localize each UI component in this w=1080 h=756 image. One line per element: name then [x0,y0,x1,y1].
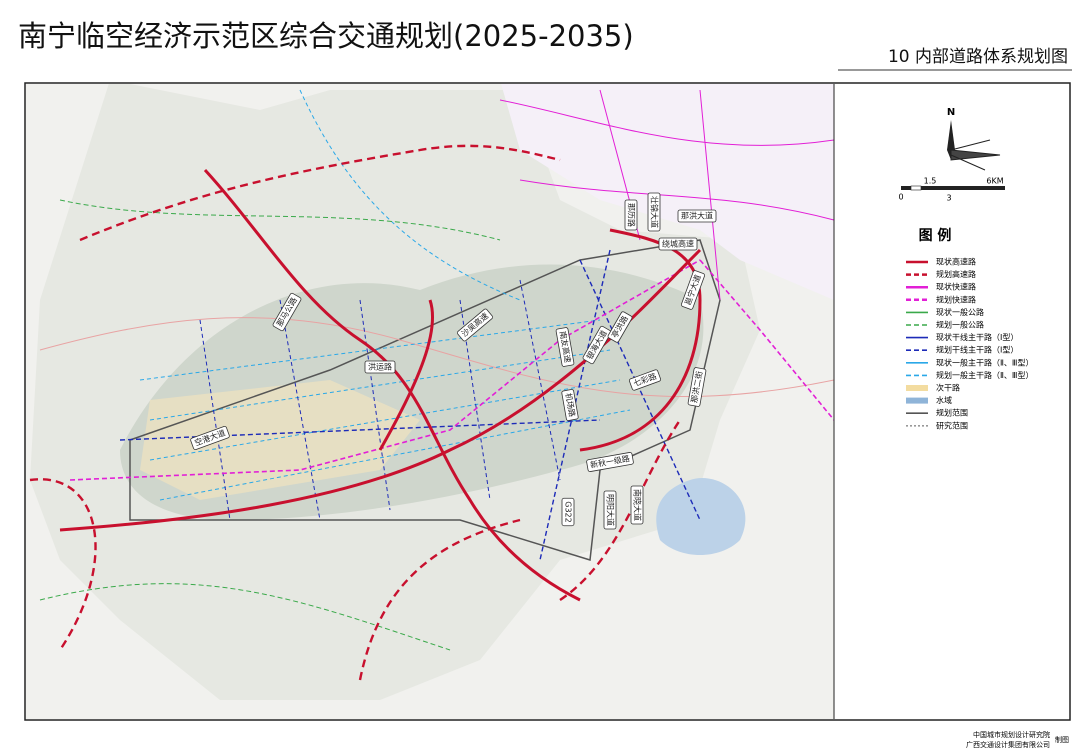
road-label-box [272,292,302,332]
road-label-text: G322 [564,501,573,522]
road-label-box [603,490,617,530]
title: 南宁临空经济示范区综合交通规划(2025-2035) [18,19,634,53]
road-label-box [658,237,698,251]
road-label-box [607,311,633,343]
road-label-box [561,389,579,421]
road-label-box [687,367,707,407]
compass: N [947,107,1001,171]
road-label-box [629,369,661,391]
road-label-box [624,199,638,231]
road-label: 那历路 [624,199,638,231]
road-label: 南晓大道 [630,485,644,525]
road-label: 洪运路 [364,360,396,374]
footer-org: 广西交通设计集团有限公司 [966,740,1050,749]
road-label-box [681,270,705,310]
footer-note: 制图 [1055,735,1069,744]
road-label-text: 明阳大道 [606,494,616,526]
road-label: 明阳大道 [603,490,617,530]
north-label: N [947,107,955,118]
road-label-box [555,327,575,367]
road-label-text: 壮锦大道 [650,196,660,228]
road-label: G322 [561,497,575,527]
legend-title: 图 例 [919,227,952,244]
road-label: 壮锦大道 [647,192,661,232]
legend-label: 规划干线主干路（Ⅰ型） [936,345,1018,355]
subtitle: 10 内部道路体系规划图 [888,47,1068,67]
road-label: 机场路 [561,389,579,421]
legend-label: 现状高速路 [936,257,976,267]
legend-swatch [906,397,928,404]
scale-label: 6KM [986,177,1003,186]
legend-label: 研究范围 [936,420,968,430]
road-label-box [630,485,644,525]
scale-label: 1.5 [924,177,937,186]
legend-label: 规划范围 [936,408,968,418]
legend: 现状高速路规划高速路现状快速路规划快速路现状一般公路规划一般公路现状干线主干路（… [906,257,1033,430]
legend-label: 次干路 [936,383,960,393]
road-label-text: 那历路 [627,203,637,227]
legend-label: 现状干线主干路（Ⅰ型） [936,332,1018,342]
legend-label: 规划一般主干路（Ⅱ、Ⅲ型） [936,370,1033,380]
legend-label: 现状一般公路 [936,307,984,317]
legend-label: 规划高速路 [936,269,976,279]
legend-label: 规划一般公路 [936,320,984,330]
scale-label: 3 [946,194,951,203]
road-label: 那洪二街 [687,367,707,407]
road-label-box [677,209,717,223]
road-label-box [561,497,575,527]
road-label-text: 机场路 [563,392,577,417]
road-label-box [457,308,493,342]
legend-label: 现状快速路 [936,282,976,292]
road-label: 绕城高速 [658,237,698,251]
scale-bar: 0 1.5 3 6KM [898,177,1005,203]
legend-label: 现状一般主干路（Ⅱ、Ⅲ型） [936,357,1033,367]
footer-org: 中国城市规划设计研究院 [973,730,1050,739]
legend-swatch [906,385,928,391]
road-label-text: 绕城高速 [662,239,694,249]
road-label-box [586,452,634,472]
road-label-text: 洪运路 [368,362,392,372]
legend-label: 水域 [936,395,952,405]
road-label-box [364,360,396,374]
road-label-text: 那洪大道 [681,211,713,221]
road-label-box [647,192,661,232]
scale-label: 0 [898,193,903,202]
road-label-box [582,325,612,365]
legend-label: 规划快速路 [936,294,976,304]
road-label: 南友高速 [555,327,575,367]
road-label-box [190,426,230,450]
road-label-text: 南晓大道 [633,489,643,521]
road-label: 那洪大道 [677,209,717,223]
